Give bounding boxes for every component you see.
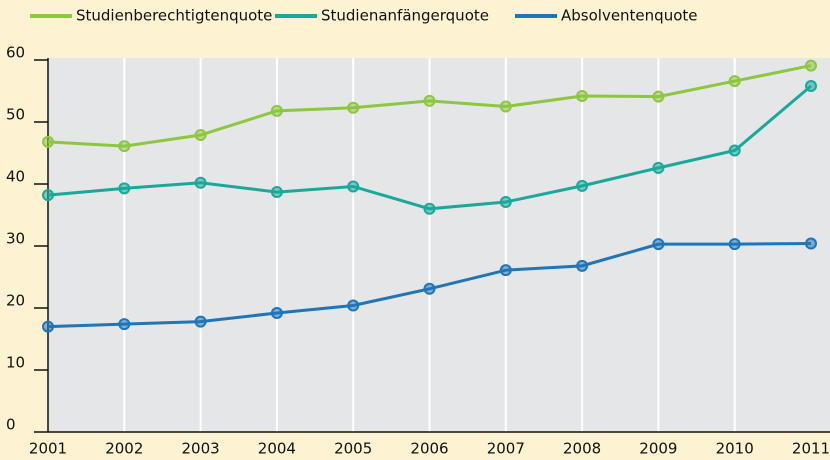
data-point [423,94,436,107]
data-point [652,161,665,174]
data-point [576,179,589,192]
x-tick-label: 2008 [563,440,601,458]
x-tick-label: 2002 [105,440,143,458]
data-point [270,104,283,117]
data-point [728,238,741,251]
data-point [118,182,131,195]
data-point [423,282,436,295]
x-tick-label: 2005 [334,440,372,458]
x-tick-label: 2004 [258,440,296,458]
y-tick-label: 60 [6,44,25,62]
data-point [347,101,360,114]
data-point [423,202,436,215]
data-point [347,180,360,193]
data-point [805,80,817,93]
data-point [270,306,283,319]
data-point [728,75,741,88]
legend-label: Absolventenquote [561,7,698,25]
y-tick-label: 40 [6,168,25,186]
data-point [652,90,665,103]
data-point [805,59,817,72]
x-tick-label: 2007 [487,440,525,458]
legend-label: Studienanfängerquote [321,7,489,25]
data-point [805,237,817,250]
y-tick-label: 50 [6,106,25,124]
x-tick-label: 2006 [410,440,448,458]
y-tick-label: 30 [6,230,25,248]
x-tick-label: 2010 [716,440,754,458]
data-point [728,144,741,157]
legend-label: Studienberechtigtenquote [76,7,272,25]
data-point [499,100,512,113]
data-point [576,89,589,102]
data-point [194,315,207,328]
data-point [118,140,131,153]
data-point [576,259,589,272]
data-point [499,195,512,208]
y-tick-label: 0 [6,416,16,434]
x-tick-label: 2011 [792,440,830,458]
data-point [194,176,207,189]
data-point [42,320,54,333]
x-tick-label: 2001 [29,440,67,458]
data-point [42,189,54,202]
data-point [499,264,512,277]
data-point [347,299,360,312]
data-point [42,135,54,148]
data-point [194,129,207,142]
data-point [118,318,131,331]
y-tick-label: 20 [6,292,25,310]
data-point [652,238,665,251]
x-tick-label: 2003 [182,440,220,458]
x-tick-label: 2009 [639,440,677,458]
y-tick-label: 10 [6,354,25,372]
data-point [270,186,283,199]
